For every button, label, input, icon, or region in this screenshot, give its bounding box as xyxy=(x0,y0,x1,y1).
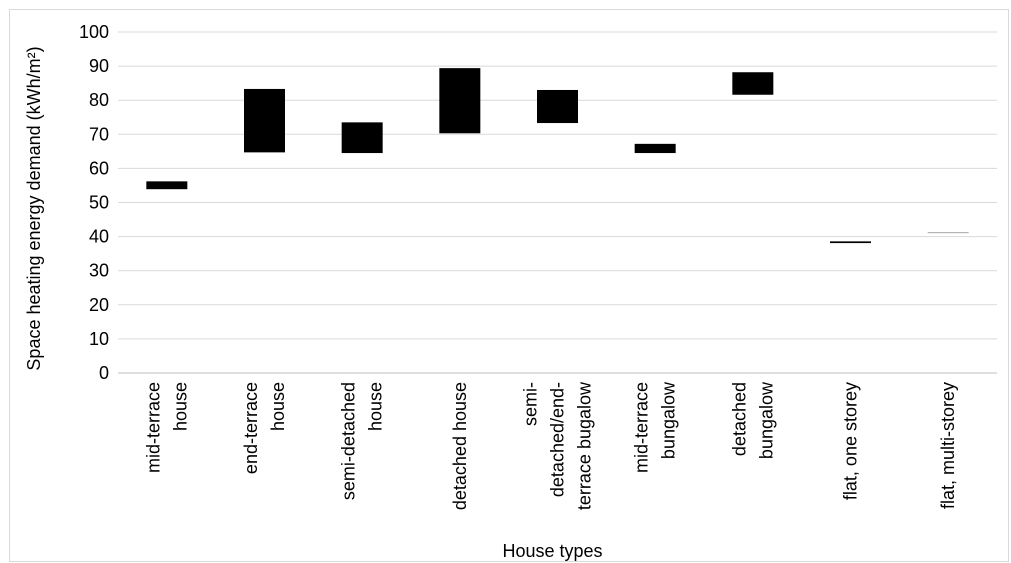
y-axis-title: Space heating energy demand (kWh/m²) xyxy=(24,46,44,370)
x-tick-label: detached house xyxy=(450,382,470,510)
range-bar xyxy=(634,143,676,154)
y-tick-label: 0 xyxy=(99,363,109,383)
y-tick-label: 80 xyxy=(89,90,109,110)
y-tick-label: 60 xyxy=(89,158,109,178)
range-bar xyxy=(146,181,188,190)
range-bar xyxy=(341,122,383,154)
y-tick-label: 30 xyxy=(89,261,109,281)
y-tick-label: 90 xyxy=(89,56,109,76)
y-tick-label: 50 xyxy=(89,193,109,213)
gridlines xyxy=(118,31,997,374)
y-tick-label: 70 xyxy=(89,124,109,144)
bars xyxy=(146,68,969,244)
y-tick-label: 100 xyxy=(79,22,109,42)
x-tick-label: detached bungalow xyxy=(729,381,776,459)
y-tick-label: 10 xyxy=(89,329,109,349)
x-axis-ticks: mid-terrace house end-terrace house semi-det… xyxy=(143,381,958,510)
range-bar xyxy=(244,88,285,153)
x-tick-label: mid-terrace house xyxy=(143,382,190,473)
y-tick-label: 20 xyxy=(89,295,109,315)
x-tick-label: flat, one storey xyxy=(841,382,861,500)
y-tick-label: 40 xyxy=(89,227,109,247)
y-axis-ticks: 0 10 20 30 40 50 60 70 80 90 100 xyxy=(79,22,109,383)
range-bar xyxy=(732,72,774,95)
x-tick-label: semi-detached/end-terrace bugalow xyxy=(521,381,595,510)
range-bar xyxy=(439,68,481,134)
x-tick-label: semi-detached house xyxy=(339,382,386,500)
x-tick-label: end-terrace house xyxy=(241,382,288,474)
x-tick-label: flat, multi-storey xyxy=(938,382,958,509)
range-bar xyxy=(830,241,871,244)
range-bar xyxy=(537,89,578,124)
x-tick-label: mid-terrace bungalow xyxy=(632,381,679,473)
chart-frame xyxy=(9,9,1009,562)
range-bar xyxy=(927,232,969,234)
x-axis-title: House types xyxy=(502,541,602,561)
